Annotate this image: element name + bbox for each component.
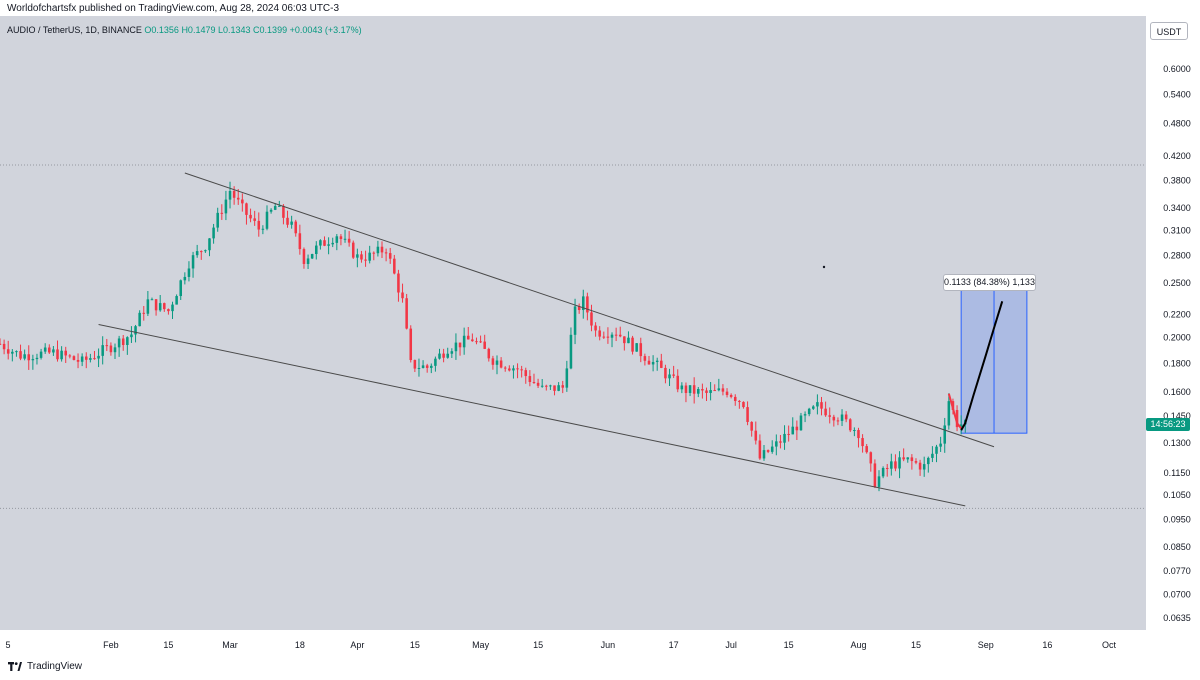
current-price-label: 14:56:23 — [1146, 417, 1190, 431]
ohlc-change: +0.0043 (+3.17%) — [289, 25, 362, 35]
publisher-line: Worldofchartsfx published on TradingView… — [7, 3, 340, 14]
tradingview-logo[interactable]: TradingView — [8, 661, 82, 672]
ohlc-open: O0.1356 — [144, 25, 179, 35]
symbol-legend: AUDIO / TetherUS, 1D, BINANCE O0.1356 H0… — [7, 25, 362, 35]
ohlc-low: L0.1343 — [217, 25, 251, 35]
measure-label: 0.1133 (84.38%) 1,133 — [943, 274, 1036, 291]
tradingview-icon — [8, 662, 22, 671]
price-axis[interactable] — [1146, 16, 1200, 630]
currency-selector[interactable]: USDT — [1150, 22, 1188, 40]
axis-corner — [1146, 630, 1200, 656]
symbol-line: AUDIO / TetherUS, 1D, BINANCE — [7, 25, 142, 35]
ohlc-high: H0.1479 — [181, 25, 216, 35]
ohlc-close: C0.1399 — [253, 25, 288, 35]
time-axis[interactable] — [0, 630, 1146, 656]
chart-panel[interactable] — [0, 16, 1146, 630]
footer-brand: TradingView — [27, 661, 83, 672]
